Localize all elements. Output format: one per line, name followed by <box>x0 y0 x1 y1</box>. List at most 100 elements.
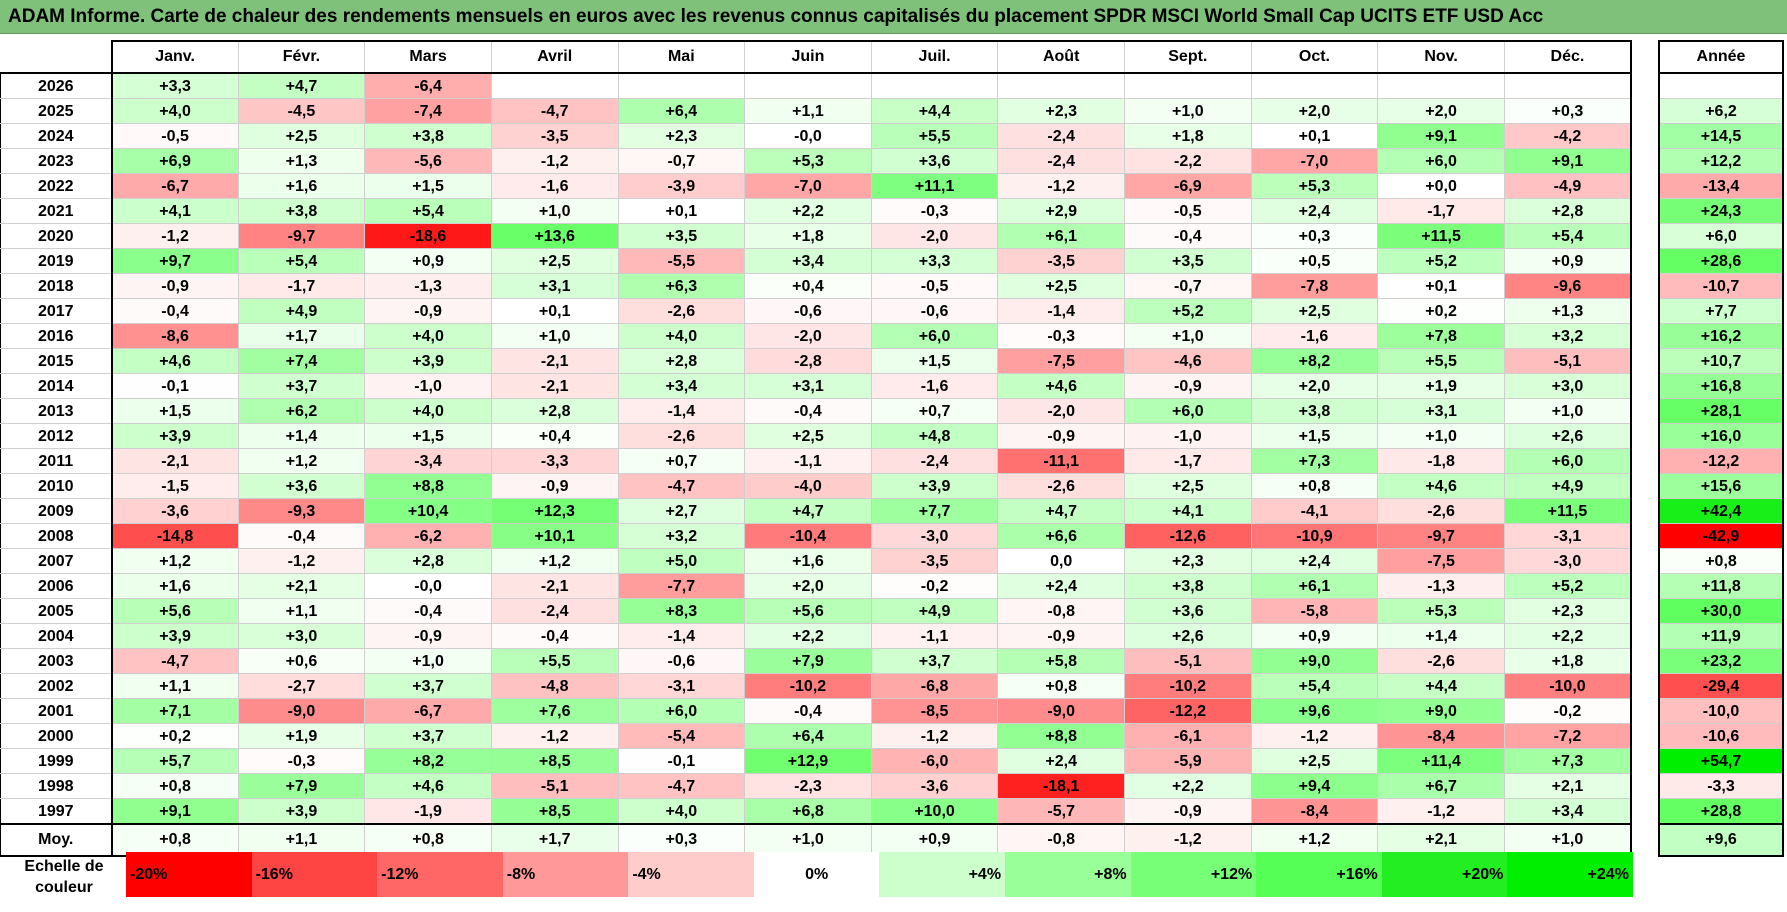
heat-cell: -1,6 <box>1250 323 1379 349</box>
heat-cell: +0,2 <box>1377 298 1505 324</box>
heat-cell: +1,5 <box>364 423 492 449</box>
year-row: 1999 +5,7 -0,3 +8,2 +8,5 -0,1 +12,9 -6,0 +2,4 -5,… <box>0 748 1632 774</box>
heat-cell: +4,6 <box>110 348 239 374</box>
annual-cell <box>1658 72 1784 99</box>
heat-cell: +0,9 <box>1503 248 1632 274</box>
year-row: 2005 +5,6 +1,1 -0,4 -2,4 +8,3 +5,6 +4,9 -0,8 +3,6… <box>0 598 1632 624</box>
heat-cell: -0,4 <box>744 698 872 724</box>
year-row: 2022 -6,7 +1,6 +1,5 -1,6 -3,9 -7,0 +11,1 -1,2 -6,… <box>0 173 1632 199</box>
average-cell: +2,1 <box>1377 823 1505 857</box>
heat-cell: +6,9 <box>110 148 239 174</box>
heat-cell: +2,4 <box>1250 198 1379 224</box>
heat-cell <box>1503 72 1632 99</box>
heat-cell: -3,0 <box>870 523 999 549</box>
heat-cell: +2,2 <box>1124 773 1252 799</box>
heat-cell <box>1124 72 1252 99</box>
heat-cell: +8,8 <box>997 723 1125 749</box>
annual-cell: +7,7 <box>1658 298 1784 324</box>
heat-cell: +0,6 <box>237 648 366 674</box>
heat-cell: +2,1 <box>1503 773 1632 799</box>
year-row: 2002 +1,1 -2,7 +3,7 -4,8 -3,1 -10,2 -6,8 +0,8 -10… <box>0 673 1632 699</box>
heat-cell: -1,7 <box>237 273 366 299</box>
annual-cell: +0,8 <box>1658 548 1784 574</box>
heat-cell: +1,8 <box>744 223 872 249</box>
heat-cell: +5,4 <box>364 198 492 224</box>
heat-cell: -0,4 <box>1124 223 1252 249</box>
average-label: Moy. <box>0 823 112 857</box>
heat-cell: -8,4 <box>1250 798 1379 825</box>
heat-cell: -0,4 <box>237 523 366 549</box>
heat-cell: +1,3 <box>1503 298 1632 324</box>
annual-cell: +16,2 <box>1658 323 1784 349</box>
heat-cell: -4,7 <box>617 473 746 499</box>
heat-cell: -9,0 <box>237 698 366 724</box>
color-scale-step: -4% <box>628 852 754 897</box>
heat-cell: +6,0 <box>870 323 999 349</box>
color-scale-step: +20% <box>1381 852 1508 897</box>
heat-cell: -4,2 <box>1503 123 1632 149</box>
heat-cell: +5,6 <box>110 598 239 624</box>
heat-cell: -2,7 <box>237 673 366 699</box>
year-label: 1998 <box>0 773 112 799</box>
heat-cell: -0,9 <box>364 623 492 649</box>
heat-cell: -3,5 <box>870 548 999 574</box>
year-label: 2001 <box>0 698 112 724</box>
heat-cell: +6,4 <box>617 98 746 124</box>
heat-cell: +3,8 <box>1250 398 1379 424</box>
heat-cell: -5,4 <box>617 723 746 749</box>
heat-cell: +6,3 <box>617 273 746 299</box>
heat-cell: -6,7 <box>110 173 239 199</box>
heat-cell: -1,8 <box>1377 448 1505 474</box>
heat-cell: -2,0 <box>744 323 872 349</box>
heat-cell: -0,9 <box>1124 373 1252 399</box>
heat-cell: -9,6 <box>1503 273 1632 299</box>
heat-cell: +4,4 <box>870 98 999 124</box>
heat-cell: +2,0 <box>1377 98 1505 124</box>
heat-cell: +3,8 <box>1124 573 1252 599</box>
annual-cell: +23,2 <box>1658 648 1784 674</box>
average-cell: +0,8 <box>110 823 239 857</box>
heat-cell: +2,5 <box>1250 298 1379 324</box>
heat-cell: +3,9 <box>110 423 239 449</box>
annual-cell: +16,8 <box>1658 373 1784 399</box>
heat-cell: +4,9 <box>1503 473 1632 499</box>
heat-cell: +1,4 <box>237 423 366 449</box>
heat-cell: -3,5 <box>490 123 619 149</box>
heat-cell: -1,4 <box>617 623 746 649</box>
heat-cell: +6,0 <box>1377 148 1505 174</box>
heat-cell: -0,1 <box>617 748 746 774</box>
annual-cell: +12,2 <box>1658 148 1784 174</box>
heat-cell: +5,3 <box>1377 598 1505 624</box>
color-scale-step: -16% <box>251 852 378 897</box>
heat-cell: +8,2 <box>364 748 492 774</box>
year-label: 2026 <box>0 72 112 99</box>
year-row: 2017 -0,4 +4,9 -0,9 +0,1 -2,6 -0,6 -0,6 -1,4 +5,2… <box>0 298 1632 324</box>
year-label: 2004 <box>0 623 112 649</box>
heat-cell: +4,0 <box>617 798 746 825</box>
heat-cell: +3,8 <box>364 123 492 149</box>
year-row: 2009 -3,6 -9,3 +10,4 +12,3 +2,7 +4,7 +7,7 +4,7 +4… <box>0 498 1632 524</box>
heat-cell: +7,8 <box>1377 323 1505 349</box>
heat-cell: +3,1 <box>744 373 872 399</box>
heat-cell: +4,6 <box>1377 473 1505 499</box>
heat-cell: +3,2 <box>1503 323 1632 349</box>
heat-cell: +4,0 <box>617 323 746 349</box>
average-cell: +1,7 <box>490 823 619 857</box>
annual-cell: +14,5 <box>1658 123 1784 149</box>
heat-cell: -2,0 <box>997 398 1125 424</box>
heat-cell: +3,3 <box>110 72 239 99</box>
heat-cell: -7,2 <box>1503 723 1632 749</box>
heat-cell: +1,0 <box>1503 398 1632 424</box>
heat-cell: -2,3 <box>744 773 872 799</box>
heat-cell: -1,2 <box>1250 723 1379 749</box>
heat-cell: +6,7 <box>1377 773 1505 799</box>
heat-cell: +2,1 <box>237 573 366 599</box>
annual-cell: -13,4 <box>1658 173 1784 199</box>
heat-cell: +2,3 <box>1503 598 1632 624</box>
heat-cell: +6,8 <box>744 798 872 825</box>
heat-cell: +3,9 <box>364 348 492 374</box>
heat-cell: +6,1 <box>1250 573 1379 599</box>
heat-cell: -1,2 <box>997 173 1125 199</box>
heat-cell: +1,2 <box>490 548 619 574</box>
heat-cell: +2,5 <box>997 273 1125 299</box>
